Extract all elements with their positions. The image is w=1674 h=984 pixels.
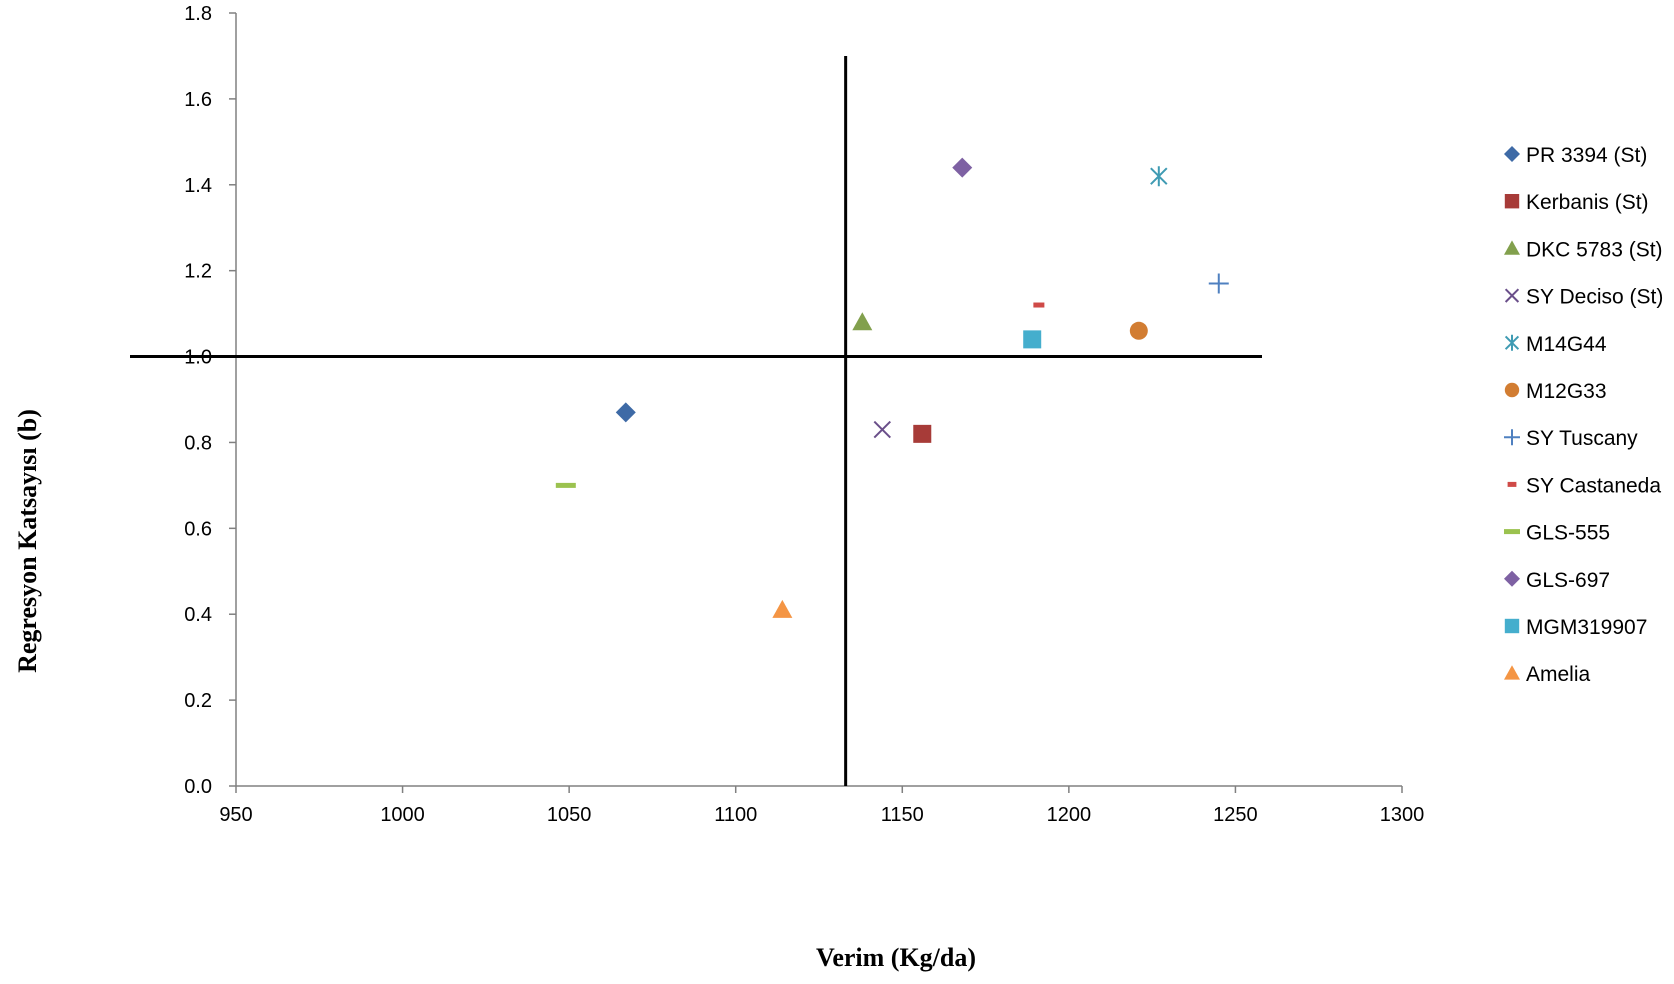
legend-item: SY Tuscany — [1504, 427, 1638, 450]
x-tick-label: 1050 — [547, 804, 592, 826]
legend-item: GLS-555 — [1504, 522, 1610, 545]
data-point — [1130, 322, 1148, 340]
x-axis-title: Verim (Kg/da) — [816, 943, 976, 972]
y-tick-label: 1.8 — [184, 3, 212, 25]
legend-label: Kerbanis (St) — [1526, 191, 1649, 214]
legend-marker — [1504, 529, 1520, 534]
legend-item: M14G44 — [1506, 333, 1607, 356]
legend-item: SY Castaneda — [1508, 474, 1662, 497]
y-tick-label: 0.0 — [184, 776, 212, 798]
y-tick-label: 0.8 — [184, 432, 212, 454]
legend-label: PR 3394 (St) — [1526, 144, 1647, 167]
data-point — [1033, 303, 1044, 308]
y-tick-label: 1.4 — [184, 175, 212, 197]
legend-marker — [1508, 482, 1517, 487]
legend-label: M14G44 — [1526, 333, 1607, 356]
data-point — [556, 483, 576, 488]
y-tick-label: 0.2 — [184, 690, 212, 712]
legend-item: Kerbanis (St) — [1505, 191, 1649, 214]
legend-item: MGM319907 — [1505, 616, 1648, 639]
x-tick-label: 1000 — [380, 804, 425, 826]
legend-marker — [1504, 146, 1520, 162]
axes — [236, 13, 1402, 786]
y-axis-title: Regresyon Katsayısı (b) — [13, 409, 42, 673]
data-point — [1209, 274, 1229, 294]
legend-label: SY Deciso (St) — [1526, 286, 1663, 309]
legend-label: DKC 5783 (St) — [1526, 238, 1663, 261]
data-points — [556, 158, 1229, 618]
legend-item: GLS-697 — [1504, 569, 1610, 592]
x-tick-label: 1100 — [714, 804, 757, 826]
x-tick-label: 1200 — [1047, 804, 1092, 826]
x-tick-label: 1150 — [881, 804, 924, 826]
data-point — [1023, 330, 1041, 348]
legend: PR 3394 (St) Kerbanis (St) DKC 5783 (St) SY… — [1504, 144, 1663, 686]
legend-marker — [1504, 429, 1520, 445]
legend-marker — [1505, 619, 1519, 633]
legend-item: SY Deciso (St) — [1506, 286, 1664, 309]
y-tick-label: 1.2 — [184, 261, 212, 283]
x-tick-label: 950 — [219, 804, 252, 826]
legend-label: GLS-697 — [1526, 569, 1610, 592]
legend-marker — [1505, 194, 1519, 208]
legend-label: SY Castaneda — [1526, 474, 1661, 497]
legend-marker — [1504, 665, 1520, 679]
data-point — [1151, 166, 1167, 186]
legend-label: SY Tuscany — [1526, 427, 1638, 450]
legend-item: Amelia — [1504, 663, 1591, 686]
data-point — [772, 600, 792, 618]
data-point — [952, 158, 972, 178]
data-point — [913, 425, 931, 443]
legend-marker — [1504, 240, 1520, 254]
x-tick-label: 1300 — [1380, 804, 1425, 826]
legend-label: MGM319907 — [1526, 616, 1647, 639]
legend-label: M12G33 — [1526, 380, 1607, 403]
x-axis-ticks: 950 1000 1050 1100 1150 1200 1250 1300 — [219, 786, 1424, 826]
y-tick-label: 0.6 — [184, 518, 212, 540]
legend-label: GLS-555 — [1526, 522, 1610, 545]
legend-marker — [1505, 383, 1519, 397]
y-tick-label: 0.4 — [184, 604, 212, 626]
legend-item: M12G33 — [1505, 380, 1607, 403]
data-point — [852, 312, 872, 330]
y-axis-ticks: 0.00.20.40.60.81.01.21.41.61.8 — [184, 3, 236, 798]
data-point — [874, 422, 890, 438]
legend-marker — [1506, 289, 1519, 302]
legend-item: DKC 5783 (St) — [1504, 238, 1663, 261]
y-tick-label: 1.6 — [184, 89, 212, 111]
legend-item: PR 3394 (St) — [1504, 144, 1647, 167]
x-tick-label: 1250 — [1213, 804, 1258, 826]
legend-label: Amelia — [1526, 663, 1591, 686]
legend-marker — [1506, 335, 1519, 351]
data-point — [616, 402, 636, 422]
legend-marker — [1504, 571, 1520, 587]
reference-lines — [130, 56, 1262, 786]
